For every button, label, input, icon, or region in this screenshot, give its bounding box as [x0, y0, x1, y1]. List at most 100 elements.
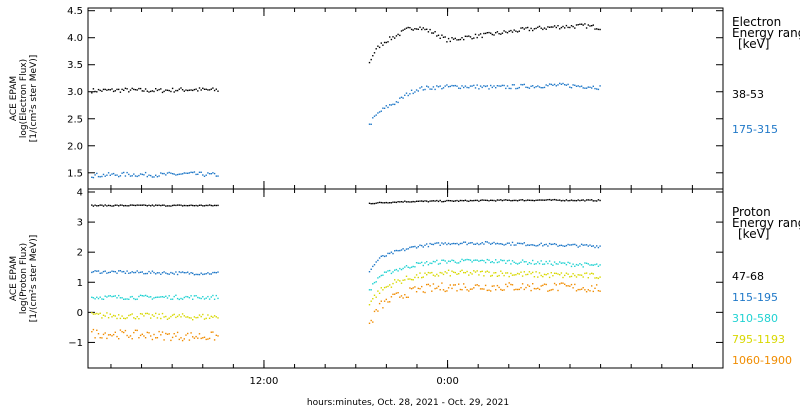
- data-point: [417, 200, 419, 202]
- data-point: [422, 200, 424, 203]
- data-point: [441, 34, 443, 36]
- data-point: [118, 294, 120, 297]
- data-point: [437, 285, 440, 288]
- data-point: [181, 205, 184, 207]
- data-point: [217, 317, 219, 319]
- data-point: [141, 173, 143, 176]
- data-point: [481, 86, 483, 89]
- data-point: [153, 271, 155, 274]
- data-point: [97, 333, 100, 335]
- data-point: [205, 204, 207, 207]
- data-point: [429, 262, 431, 264]
- data-point: [377, 290, 379, 292]
- data-point: [92, 328, 95, 331]
- data-point: [389, 284, 391, 286]
- data-point: [387, 202, 389, 204]
- data-point: [215, 175, 217, 177]
- data-point: [437, 86, 440, 88]
- data-point: [383, 202, 386, 204]
- data-point: [111, 316, 113, 318]
- data-point: [488, 271, 490, 273]
- data-point: [570, 265, 573, 268]
- data-point: [160, 172, 162, 174]
- data-point: [99, 312, 101, 314]
- data-point: [474, 271, 477, 273]
- data-point: [163, 316, 165, 318]
- series-1060-1900: [91, 282, 601, 342]
- data-point: [478, 260, 480, 262]
- data-point: [180, 297, 182, 300]
- data-point: [163, 90, 165, 93]
- data-point: [441, 259, 443, 261]
- data-point: [156, 317, 159, 319]
- data-point: [503, 274, 505, 277]
- data-point: [383, 300, 386, 302]
- data-point: [129, 314, 132, 316]
- data-point: [508, 199, 510, 201]
- data-point: [478, 285, 480, 287]
- data-point: [400, 201, 403, 203]
- data-point: [368, 304, 371, 306]
- data-point: [594, 246, 596, 249]
- data-point: [136, 298, 138, 300]
- data-point: [126, 88, 128, 90]
- y-axis-title: ACE EPAM: [9, 256, 19, 301]
- data-point: [501, 289, 504, 291]
- data-point: [91, 204, 93, 206]
- data-point: [592, 245, 594, 247]
- data-point: [469, 85, 472, 87]
- data-point: [474, 284, 477, 286]
- data-point: [479, 288, 482, 290]
- data-point: [205, 88, 207, 90]
- data-point: [484, 241, 487, 243]
- data-point: [577, 199, 579, 201]
- data-point: [548, 260, 551, 262]
- data-point: [370, 268, 372, 270]
- data-point: [419, 200, 421, 202]
- data-point: [160, 204, 162, 207]
- data-point: [111, 173, 113, 175]
- data-point: [197, 337, 199, 339]
- data-point: [521, 283, 524, 285]
- data-point: [200, 315, 202, 318]
- data-point: [426, 283, 428, 286]
- data-point: [399, 280, 401, 282]
- data-point: [175, 335, 177, 337]
- data-point: [160, 88, 162, 90]
- data-point: [575, 276, 578, 278]
- data-point: [530, 244, 532, 246]
- data-point: [575, 244, 578, 247]
- data-point: [545, 243, 547, 246]
- data-point: [136, 270, 138, 272]
- data-point: [96, 172, 98, 175]
- y-tick-label: 4: [77, 188, 83, 199]
- data-point: [552, 26, 554, 28]
- data-point: [171, 336, 174, 339]
- data-point: [493, 262, 495, 264]
- data-point: [466, 35, 468, 38]
- data-point: [141, 313, 143, 315]
- data-point: [180, 173, 182, 175]
- data-point: [461, 85, 463, 87]
- y-axis-title: log(Electron Flux): [19, 59, 29, 138]
- data-point: [553, 25, 556, 27]
- data-point: [533, 276, 536, 278]
- data-point: [442, 36, 445, 38]
- data-point: [106, 272, 108, 274]
- data-point: [427, 271, 430, 274]
- data-point: [165, 174, 167, 176]
- data-point: [394, 269, 396, 271]
- data-point: [589, 290, 591, 292]
- data-point: [168, 333, 170, 335]
- data-point: [150, 90, 152, 93]
- data-point: [203, 205, 206, 207]
- data-point: [389, 104, 391, 106]
- data-point: [515, 274, 517, 276]
- data-point: [587, 277, 589, 279]
- data-point: [426, 261, 428, 263]
- data-point: [548, 26, 551, 28]
- data-point: [434, 275, 436, 277]
- data-point: [119, 297, 122, 299]
- data-point: [173, 295, 175, 298]
- data-point: [574, 199, 576, 202]
